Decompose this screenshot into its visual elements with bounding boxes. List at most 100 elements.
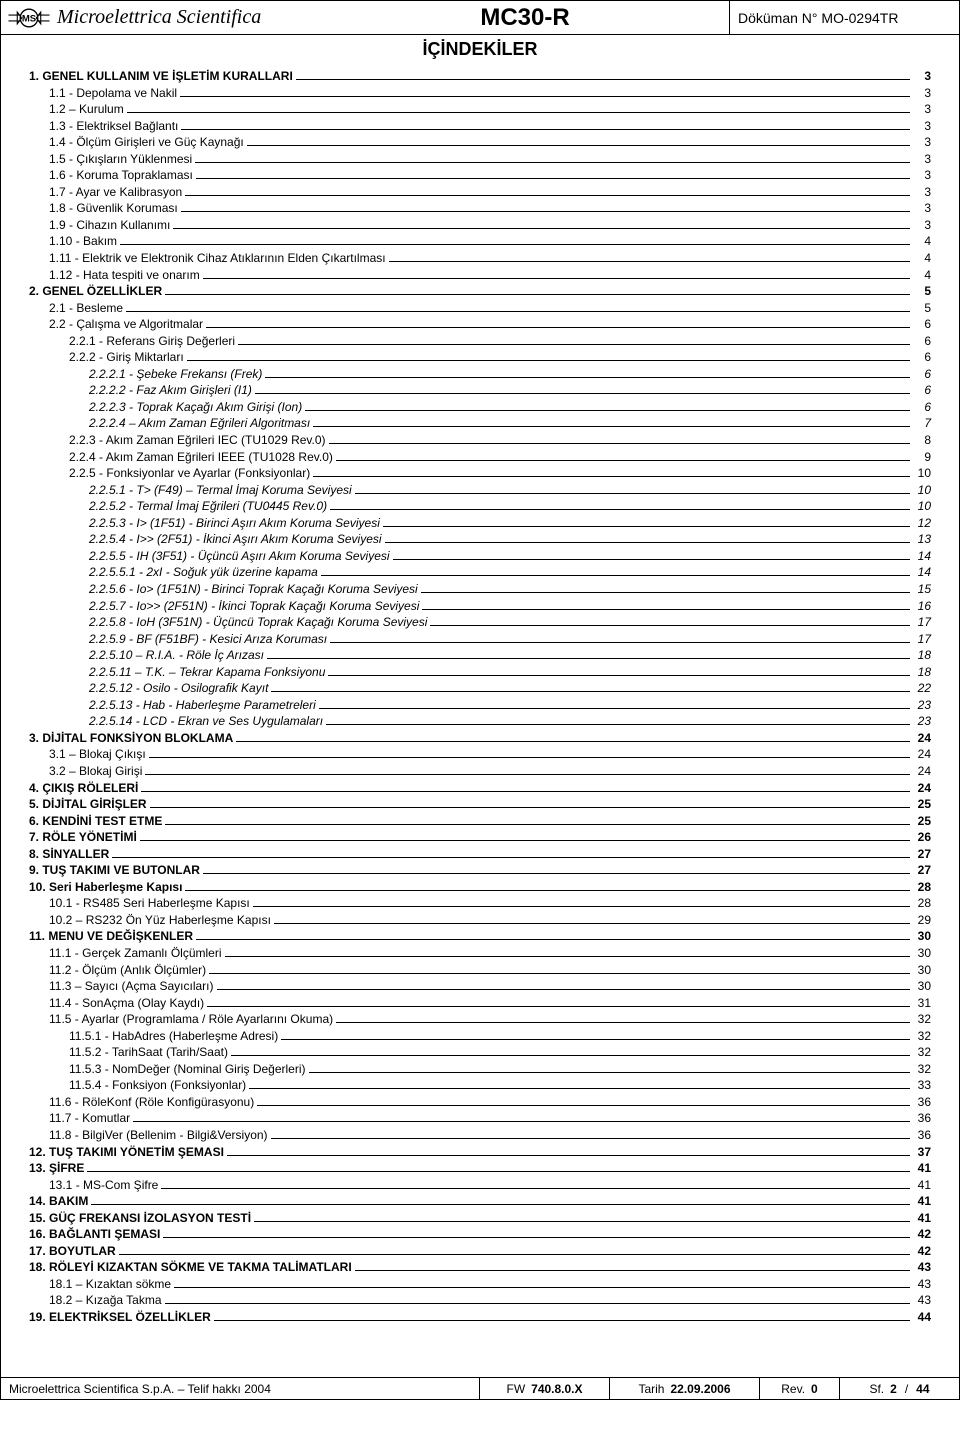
toc-row: 11.5.4 - Fonksiyon (Fonksiyonlar)33 <box>29 1077 931 1094</box>
toc-page: 31 <box>913 995 931 1012</box>
toc-leader <box>326 715 910 725</box>
toc-row: 9. TUŞ TAKIMI VE BUTONLAR 27 <box>29 862 931 879</box>
toc-label: 1.9 - Cihazın Kullanımı <box>49 217 170 234</box>
toc-leader <box>385 533 910 543</box>
toc-label: 2.2.5.11 – T.K. – Tekrar Kapama Fonksiyo… <box>89 664 325 681</box>
toc-page: 30 <box>913 962 931 979</box>
toc-leader <box>180 86 910 96</box>
toc-leader <box>174 1278 910 1288</box>
toc-leader <box>119 1245 910 1255</box>
toc-page: 41 <box>913 1177 931 1194</box>
toc-leader <box>195 153 910 163</box>
fw-label: FW <box>506 1382 525 1396</box>
toc-page: 41 <box>913 1193 931 1210</box>
toc-page: 32 <box>913 1061 931 1078</box>
toc-page: 5 <box>913 283 931 300</box>
toc-page: 33 <box>913 1077 931 1094</box>
toc-row: 15. GÜÇ FREKANSI İZOLASYON TESTİ41 <box>29 1210 931 1227</box>
toc-row: 1.7 - Ayar ve Kalibrasyon3 <box>29 184 931 201</box>
toc-page: 27 <box>913 862 931 879</box>
toc-leader <box>161 1178 910 1188</box>
toc-page: 36 <box>913 1110 931 1127</box>
toc-leader <box>430 616 910 626</box>
toc-label: 11.5.2 - TarihSaat (Tarih/Saat) <box>69 1044 228 1061</box>
toc-row: 1.9 - Cihazın Kullanımı3 <box>29 217 931 234</box>
toc-row: 18.1 – Kızaktan sökme43 <box>29 1276 931 1293</box>
toc-leader <box>185 881 910 891</box>
toc-label: 6. KENDİNİ TEST ETME <box>29 813 162 830</box>
toc-row: 2.2.3 - Akım Zaman Eğrileri IEC (TU1029 … <box>29 432 931 449</box>
toc-label: 2.2.5.5.1 - 2xI - Soğuk yük üzerine kapa… <box>89 564 318 581</box>
toc-row: 2.2.5.3 - I> (1F51) - Birinci Aşırı Akım… <box>29 515 931 532</box>
toc-page: 3 <box>913 118 931 135</box>
toc-label: 11.6 - RöleKonf (Röle Konfigürasyonu) <box>49 1094 254 1111</box>
toc-label: 1.3 - Elektriksel Bağlantı <box>49 118 178 135</box>
toc-label: 2.2.5.1 - T> (F49) – Termal İmaj Koruma … <box>89 482 352 499</box>
toc-label: 4. ÇIKIŞ RÖLELERİ <box>29 780 138 797</box>
toc-label: 2.2.2.4 – Akım Zaman Eğrileri Algoritmas… <box>89 415 310 432</box>
toc-page: 24 <box>913 730 931 747</box>
toc-page: 8 <box>913 432 931 449</box>
toc-leader <box>321 566 910 576</box>
fw-value: 740.8.0.X <box>531 1382 582 1396</box>
toc-page: 44 <box>913 1309 931 1326</box>
toc-leader <box>319 699 910 709</box>
toc-label: 2.2.5.3 - I> (1F51) - Birinci Aşırı Akım… <box>89 515 380 532</box>
toc-leader <box>271 682 910 692</box>
toc-label: 2.2.1 - Referans Giriş Değerleri <box>69 333 235 350</box>
toc-leader <box>181 119 910 129</box>
toc-row: 2.2.5.5 - IH (3F51) - Üçüncü Aşırı Akım … <box>29 548 931 565</box>
toc-row: 12. TUŞ TAKIMI YÖNETİM ŞEMASI37 <box>29 1144 931 1161</box>
toc-label: 18. RÖLEYİ KIZAKTAN SÖKME VE TAKMA TALİM… <box>29 1259 352 1276</box>
toc-leader <box>313 417 910 427</box>
toc-page: 6 <box>913 399 931 416</box>
toc-leader <box>203 268 910 278</box>
toc-label: 19. ELEKTRİKSEL ÖZELLİKLER <box>29 1309 211 1326</box>
toc-leader <box>328 666 910 676</box>
toc-label: 1.1 - Depolama ve Nakil <box>49 85 177 102</box>
toc-row: 1. GENEL KULLANIM VE İŞLETİM KURALLARI3 <box>29 68 931 85</box>
toc-row: 2.2.5.5.1 - 2xI - Soğuk yük üzerine kapa… <box>29 564 931 581</box>
toc-page: 43 <box>913 1292 931 1309</box>
toc-page: 6 <box>913 316 931 333</box>
brand-name: Microelettrica Scientifica <box>57 6 261 29</box>
toc-label: 2.2.5.4 - I>> (2F51) - İkinci Aşırı Akım… <box>89 531 382 548</box>
toc-leader <box>271 1129 910 1139</box>
toc-page: 42 <box>913 1226 931 1243</box>
toc-label: 11.5.3 - NomDeğer (Nominal Giriş Değerle… <box>69 1061 306 1078</box>
toc-row: 5. DİJİTAL GİRİŞLER25 <box>29 796 931 813</box>
toc-row: 3.1 – Blokaj Çıkışı24 <box>29 746 931 763</box>
toc-leader <box>227 1145 910 1155</box>
toc-label: 1.11 - Elektrik ve Elektronik Cihaz Atık… <box>49 250 386 267</box>
model-number: MC30-R <box>321 4 729 32</box>
toc-page: 43 <box>913 1259 931 1276</box>
toc-row: 2.2.5.12 - Osilo - Osilografik Kayıt22 <box>29 680 931 697</box>
toc-row: 2.2.5.13 - Hab - Haberleşme Parametreler… <box>29 697 931 714</box>
toc-label: 9. TUŞ TAKIMI VE BUTONLAR <box>29 862 200 879</box>
page-footer: Microelettrica Scientifica S.p.A. – Teli… <box>1 1377 959 1399</box>
toc-label: 11. MENU VE DEĞİŞKENLER <box>29 928 193 945</box>
toc-page: 4 <box>913 250 931 267</box>
toc-page: 5 <box>913 300 931 317</box>
toc-leader <box>120 235 910 245</box>
toc-page: 24 <box>913 746 931 763</box>
toc-title: İÇİNDEKİLER <box>1 35 959 68</box>
toc-label: 1.4 - Ölçüm Girişleri ve Güç Kaynağı <box>49 134 244 151</box>
toc-leader <box>187 351 910 361</box>
toc-leader <box>296 70 910 80</box>
sf-current: 2 <box>890 1382 897 1396</box>
toc-row: 10. Seri Haberleşme Kapısı28 <box>29 879 931 896</box>
toc-row: 7. RÖLE YÖNETİMİ26 <box>29 829 931 846</box>
toc-leader <box>127 103 910 113</box>
toc-row: 2.2.1 - Referans Giriş Değerleri6 <box>29 333 931 350</box>
toc-leader <box>149 748 910 758</box>
toc-label: 10.2 – RS232 Ön Yüz Haberleşme Kapısı <box>49 912 271 929</box>
toc-label: 2.2.2.1 - Şebeke Frekansı (Frek) <box>89 366 262 383</box>
toc-page: 24 <box>913 763 931 780</box>
toc-row: 11.8 - BilgiVer (Bellenim - Bilgi&Versiy… <box>29 1127 931 1144</box>
toc-row: 11.6 - RöleKonf (Röle Konfigürasyonu)36 <box>29 1094 931 1111</box>
footer-tarih: Tarih 22.09.2006 <box>609 1378 759 1399</box>
toc-page: 41 <box>913 1160 931 1177</box>
toc-label: 10. Seri Haberleşme Kapısı <box>29 879 182 896</box>
toc-leader <box>133 1112 910 1122</box>
